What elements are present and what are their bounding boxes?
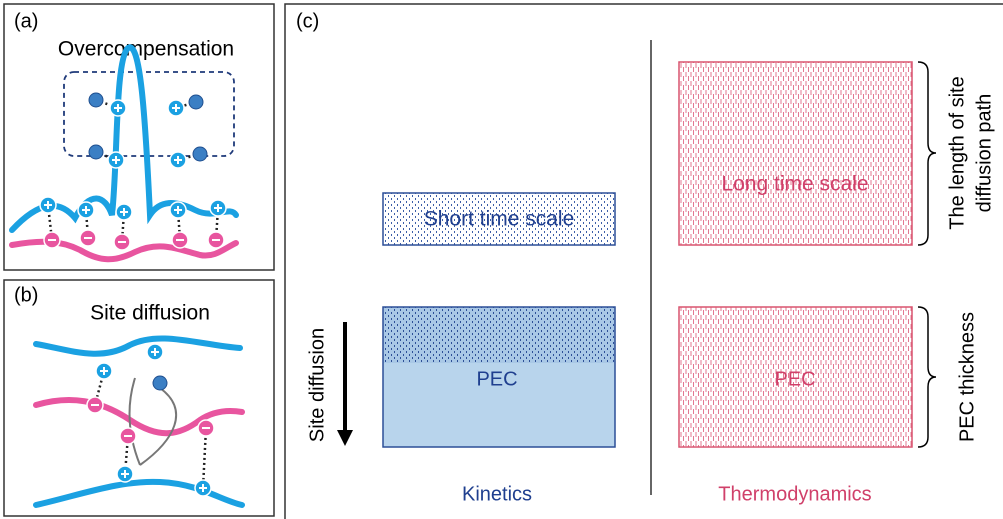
- box-label: Long time scale: [721, 173, 868, 196]
- panel-label: (a): [14, 10, 38, 32]
- brace-label: PEC thickness: [956, 312, 978, 442]
- panel-label: (c): [296, 10, 319, 32]
- box-label: Short time scale: [424, 208, 575, 231]
- counterion: [153, 376, 167, 390]
- arrow-label: Site diffusion: [306, 328, 328, 442]
- box-label: PEC: [774, 368, 815, 390]
- brace-label: diffusion path: [973, 94, 995, 213]
- box-label: PEC: [476, 368, 517, 390]
- polycation-chain: [36, 338, 240, 353]
- brace: [918, 62, 936, 245]
- caption: Thermodynamics: [718, 483, 871, 505]
- arrow-head: [337, 430, 353, 446]
- counterion: [193, 147, 207, 161]
- long-time-box: [679, 62, 912, 245]
- counterion: [89, 93, 103, 107]
- brace: [918, 307, 936, 447]
- figure: (a) Overcompensation (b) Site diffusion …: [0, 0, 1003, 519]
- panel-title: Overcompensation: [58, 38, 234, 61]
- ionic-bond: [203, 428, 206, 488]
- counterion: [189, 95, 203, 109]
- brace-label: The length of site: [946, 76, 968, 229]
- caption: Kinetics: [462, 483, 532, 505]
- page: (a) Overcompensation (b) Site diffusion …: [0, 0, 1003, 519]
- counterion: [89, 145, 103, 159]
- panel-title: Site diffusion: [90, 302, 210, 325]
- diffusion-zone: [383, 307, 615, 363]
- panel-label: (b): [14, 284, 38, 306]
